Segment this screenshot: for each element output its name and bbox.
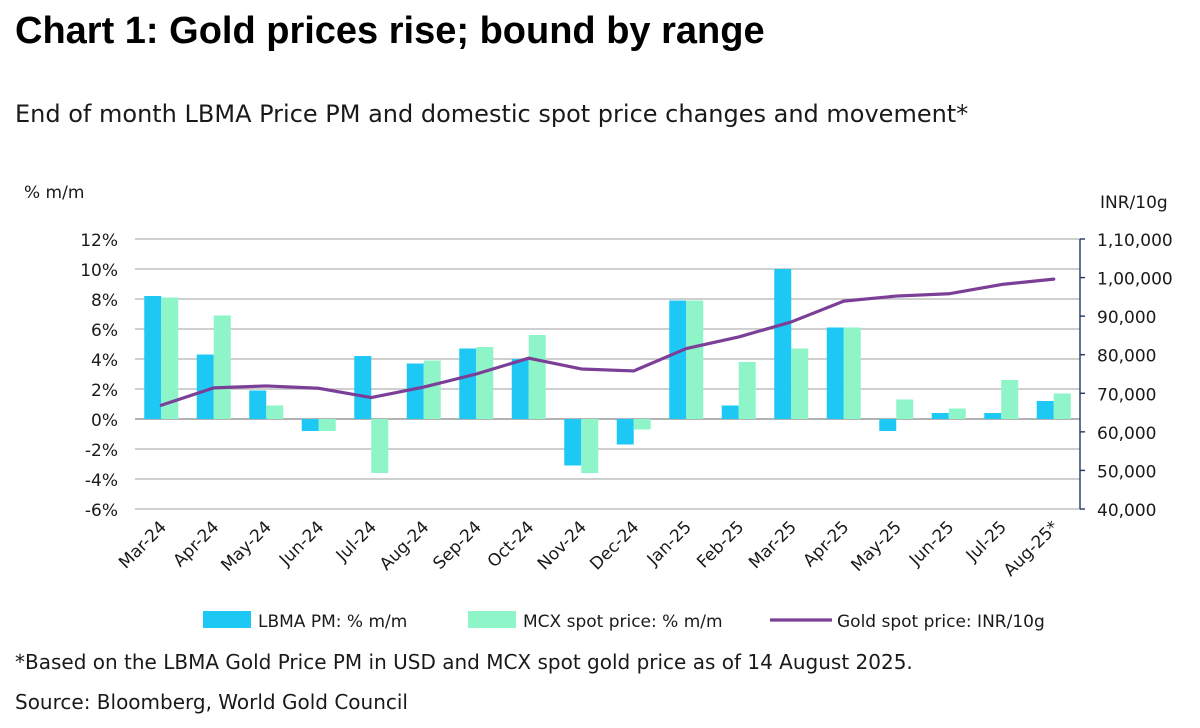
category-label: Jul-25 [962, 517, 1011, 566]
left-tick-label: 0% [91, 411, 118, 431]
category-label: Apr-25 [799, 517, 853, 571]
bar-lbma [616, 419, 634, 445]
category-label: May-24 [217, 517, 275, 575]
legend-swatch [468, 611, 516, 628]
bar-mcx [633, 419, 651, 430]
bar-mcx [528, 335, 546, 419]
legend: LBMA PM: % m/m MCX spot price: % m/m Gold … [203, 611, 1045, 632]
bar-lbma [144, 296, 162, 419]
left-tick-label: -6% [85, 501, 118, 521]
bar-mcx [161, 297, 179, 419]
chart-svg: 12% 10% 8% 6% 4% 2% 0% -2% -4% -6% 1,10,000 1,00,00… [24, 183, 1173, 632]
left-tick-label: -2% [85, 441, 118, 461]
bars-group [144, 269, 1071, 473]
category-label: Oct-24 [484, 517, 539, 572]
left-tick-label: -4% [85, 471, 118, 491]
gridlines [135, 238, 1080, 510]
bar-lbma [879, 419, 897, 431]
bar-mcx [371, 419, 389, 473]
left-tick-label: 6% [91, 321, 118, 341]
category-label: Feb-25 [693, 517, 748, 572]
bar-lbma [196, 354, 214, 419]
right-axis-label: INR/10g [1100, 193, 1168, 213]
source-note: Source: Bloomberg, World Gold Council [15, 690, 408, 714]
right-tick-label: 90,000 [1097, 308, 1156, 328]
bar-lbma [354, 356, 372, 419]
category-label: Aug-25* [1000, 517, 1063, 580]
bar-lbma [459, 348, 477, 419]
right-tick-label: 50,000 [1097, 462, 1156, 482]
category-label: Mar-24 [115, 517, 171, 573]
bar-lbma [931, 413, 949, 419]
legend-label: MCX spot price: % m/m [523, 612, 723, 632]
bar-mcx [1053, 393, 1071, 419]
category-label: Mar-25 [745, 517, 801, 573]
axes-group: 12% 10% 8% 6% 4% 2% 0% -2% -4% -6% 1,10,000 1,00,00… [24, 183, 1173, 581]
left-tick-label: 4% [91, 351, 118, 371]
chart-title: Chart 1: Gold prices rise; bound by rang… [15, 10, 765, 52]
bar-lbma [564, 419, 582, 466]
bar-lbma [984, 413, 1002, 419]
legend-label: Gold spot price: INR/10g [837, 612, 1045, 632]
chart-area: 12% 10% 8% 6% 4% 2% 0% -2% -4% -6% 1,10,000 1,00,00… [0, 160, 1200, 640]
bar-mcx [581, 419, 599, 473]
chart-subtitle: End of month LBMA Price PM and domestic … [15, 100, 969, 128]
bar-lbma [301, 419, 319, 431]
category-label: Apr-24 [169, 517, 223, 571]
bar-mcx [738, 362, 756, 419]
bar-lbma [669, 300, 687, 419]
category-label: Aug-24 [376, 517, 433, 574]
bar-mcx [896, 399, 914, 419]
line-group [159, 277, 1056, 407]
category-label: Jan-25 [643, 517, 696, 570]
right-tick-label: 40,000 [1097, 501, 1156, 521]
bar-lbma [406, 363, 424, 419]
bar-mcx [318, 419, 336, 431]
right-tick-label: 60,000 [1097, 424, 1156, 444]
bar-mcx [476, 347, 494, 419]
line-gold-spot [159, 277, 1056, 407]
category-label: Dec-24 [586, 517, 643, 574]
bar-lbma [774, 269, 792, 419]
bar-mcx [1001, 380, 1019, 419]
category-label: Jul-24 [332, 517, 381, 566]
right-tick-label: 1,00,000 [1097, 270, 1173, 290]
category-label: Jun-24 [275, 517, 328, 570]
right-tick-label: 70,000 [1097, 385, 1156, 405]
left-tick-label: 10% [80, 261, 118, 281]
bar-mcx [843, 327, 861, 419]
legend-label: LBMA PM: % m/m [258, 612, 407, 632]
bar-lbma [1036, 401, 1054, 419]
right-tick-label: 80,000 [1097, 347, 1156, 367]
bar-lbma [249, 390, 267, 419]
bar-mcx [213, 315, 231, 419]
bar-mcx [266, 405, 284, 419]
footnote: *Based on the LBMA Gold Price PM in USD … [15, 650, 913, 674]
left-tick-label: 2% [91, 381, 118, 401]
bar-mcx [423, 360, 441, 419]
bar-mcx [948, 408, 966, 419]
left-axis-label: % m/m [24, 183, 84, 203]
bar-lbma [511, 359, 529, 419]
right-tick-label: 1,10,000 [1097, 231, 1173, 251]
left-tick-label: 12% [80, 231, 118, 251]
bar-lbma [826, 327, 844, 419]
left-tick-label: 8% [91, 291, 118, 311]
legend-swatch [203, 611, 251, 628]
category-label: Jun-25 [905, 517, 958, 570]
category-label: May-25 [847, 517, 905, 575]
category-label: Sep-24 [429, 517, 485, 573]
bar-mcx [686, 300, 704, 419]
bar-lbma [721, 405, 739, 419]
bar-mcx [791, 348, 809, 419]
category-label: Nov-24 [534, 517, 591, 574]
